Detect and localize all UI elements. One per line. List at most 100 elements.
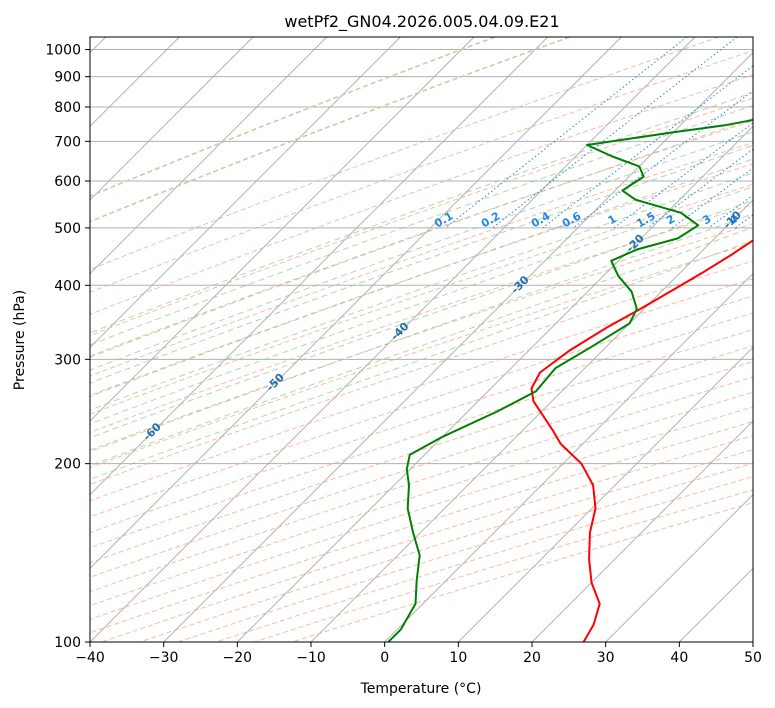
y-tick-label: 800 bbox=[54, 100, 81, 116]
x-tick-label: −10 bbox=[296, 650, 326, 666]
x-tick-label: −20 bbox=[223, 650, 253, 666]
mixing-ratio-line bbox=[672, 167, 753, 229]
dry-adiabat bbox=[90, 241, 753, 469]
isotherm-line bbox=[90, 37, 254, 201]
dry-adiabat bbox=[215, 476, 753, 642]
isotherm-line bbox=[605, 494, 753, 642]
dry-adiabat bbox=[90, 163, 753, 396]
dry-adiabat bbox=[90, 361, 753, 578]
mixing-ratio-lines bbox=[445, 37, 753, 229]
isotherm-line bbox=[90, 37, 475, 422]
isotherm-line bbox=[163, 52, 753, 642]
x-tick-label: 40 bbox=[670, 650, 688, 666]
moist-adiabat bbox=[90, 239, 753, 480]
dry-adiabat bbox=[90, 50, 753, 293]
dry-adiabat bbox=[90, 312, 753, 534]
mixing-ratio-label: 1.5 bbox=[634, 209, 657, 230]
isotherm-line bbox=[90, 37, 548, 496]
moist-adiabat bbox=[90, 172, 753, 411]
moist-adiabat bbox=[90, 226, 753, 467]
moist-adiabat bbox=[90, 118, 753, 358]
moist-adiabats bbox=[90, 92, 753, 480]
isotherm-line bbox=[237, 125, 753, 642]
y-tick-label: 600 bbox=[54, 174, 81, 190]
isotherm-line bbox=[531, 420, 753, 642]
dry-adiabat bbox=[90, 74, 753, 315]
dry-adiabat bbox=[90, 37, 720, 271]
mixing-ratio-line bbox=[542, 65, 753, 229]
y-tick-label: 100 bbox=[54, 635, 81, 651]
mixing-ratio-label: 3 bbox=[700, 212, 713, 227]
plot-frame bbox=[89, 36, 754, 643]
y-tick-label: 500 bbox=[54, 221, 81, 237]
y-tick-label: 900 bbox=[54, 70, 81, 86]
isotherm-line bbox=[384, 273, 753, 642]
sounding-series bbox=[387, 118, 753, 642]
x-tick-label: −40 bbox=[75, 650, 105, 666]
y-tick-label: 300 bbox=[54, 352, 81, 368]
moist-adiabat bbox=[90, 158, 753, 398]
temperature-line bbox=[530, 239, 753, 642]
dry-adiabat bbox=[90, 142, 753, 377]
isotherm-line bbox=[90, 37, 401, 348]
x-tick-label: −30 bbox=[149, 650, 179, 666]
isotherm-line bbox=[752, 641, 753, 642]
moist-adiabat bbox=[90, 92, 753, 334]
moist-adiabat bbox=[90, 131, 753, 371]
axis-ticks: −40 −30 −20 −10 0 10 20 30 40 50 100 200 300 400 500 60… bbox=[45, 43, 762, 666]
dry-adiabat bbox=[90, 97, 753, 337]
isotherm-label: -30 bbox=[508, 273, 531, 296]
plot-area: 0.10.20.40.611.52346810131620253036-100-… bbox=[90, 37, 775, 642]
skewed-isotherms bbox=[90, 37, 753, 642]
isotherm-label: -50 bbox=[264, 370, 287, 393]
dry-adiabat bbox=[90, 278, 753, 502]
mixing-ratio-label: 0.4 bbox=[529, 209, 553, 230]
isotherm-label: -40 bbox=[388, 319, 411, 342]
x-tick-label: 10 bbox=[449, 650, 467, 666]
dry-adiabat bbox=[90, 183, 753, 415]
isotherm-line bbox=[458, 346, 753, 642]
mixing-ratio-line bbox=[572, 90, 753, 229]
moist-adiabat bbox=[90, 144, 753, 384]
mixing-ratio-label: 2 bbox=[664, 212, 677, 227]
dry-adiabat bbox=[90, 391, 753, 607]
mixing-ratio-line bbox=[734, 214, 753, 229]
isotherm-line bbox=[90, 37, 696, 642]
dry-adiabat bbox=[90, 329, 753, 549]
isotherm-line bbox=[90, 37, 327, 275]
mixing-ratio-label: 0.1 bbox=[432, 209, 455, 230]
dry-adiabat bbox=[101, 435, 753, 642]
chart-title: wetPf2_GN04.2026.005.04.09.E21 bbox=[284, 12, 559, 32]
moist-adiabat bbox=[90, 213, 753, 453]
y-tick-label: 700 bbox=[54, 134, 81, 150]
dry-adiabat bbox=[90, 223, 753, 451]
x-tick-label: 20 bbox=[523, 650, 541, 666]
x-tick-label: 50 bbox=[744, 650, 762, 666]
dry-adiabat bbox=[90, 295, 753, 518]
x-axis-title: Temperature (°C) bbox=[360, 681, 482, 697]
dry-adiabat bbox=[90, 120, 753, 357]
background-line-labels: 0.10.20.40.611.52346810131620253036-100-… bbox=[141, 208, 775, 443]
moist-adiabat bbox=[90, 104, 753, 346]
mixing-ratio-label: 1 bbox=[606, 212, 619, 227]
x-tick-label: 30 bbox=[597, 650, 615, 666]
y-axis-title: Pressure (hPa) bbox=[12, 290, 28, 390]
isotherm-label: -20 bbox=[624, 232, 647, 255]
mixing-ratio-label: 6 bbox=[766, 212, 775, 227]
dry-adiabat-reference bbox=[90, 37, 496, 198]
x-tick-label: 0 bbox=[380, 650, 389, 666]
dry-adiabat bbox=[90, 376, 753, 593]
dry-adiabat bbox=[90, 345, 753, 564]
y-tick-label: 400 bbox=[54, 278, 81, 294]
isotherm-line bbox=[90, 37, 622, 569]
moist-adiabat bbox=[90, 186, 753, 425]
dry-adiabat bbox=[177, 462, 753, 642]
mixing-ratio-line bbox=[492, 37, 738, 229]
dry-adiabat-reference bbox=[90, 37, 570, 223]
dry-adiabat bbox=[90, 203, 753, 433]
isotherm-line bbox=[310, 199, 753, 642]
pressure-gridlines bbox=[90, 49, 753, 642]
mixing-ratio-label: 0.6 bbox=[560, 209, 584, 230]
y-tick-label: 200 bbox=[54, 457, 81, 473]
